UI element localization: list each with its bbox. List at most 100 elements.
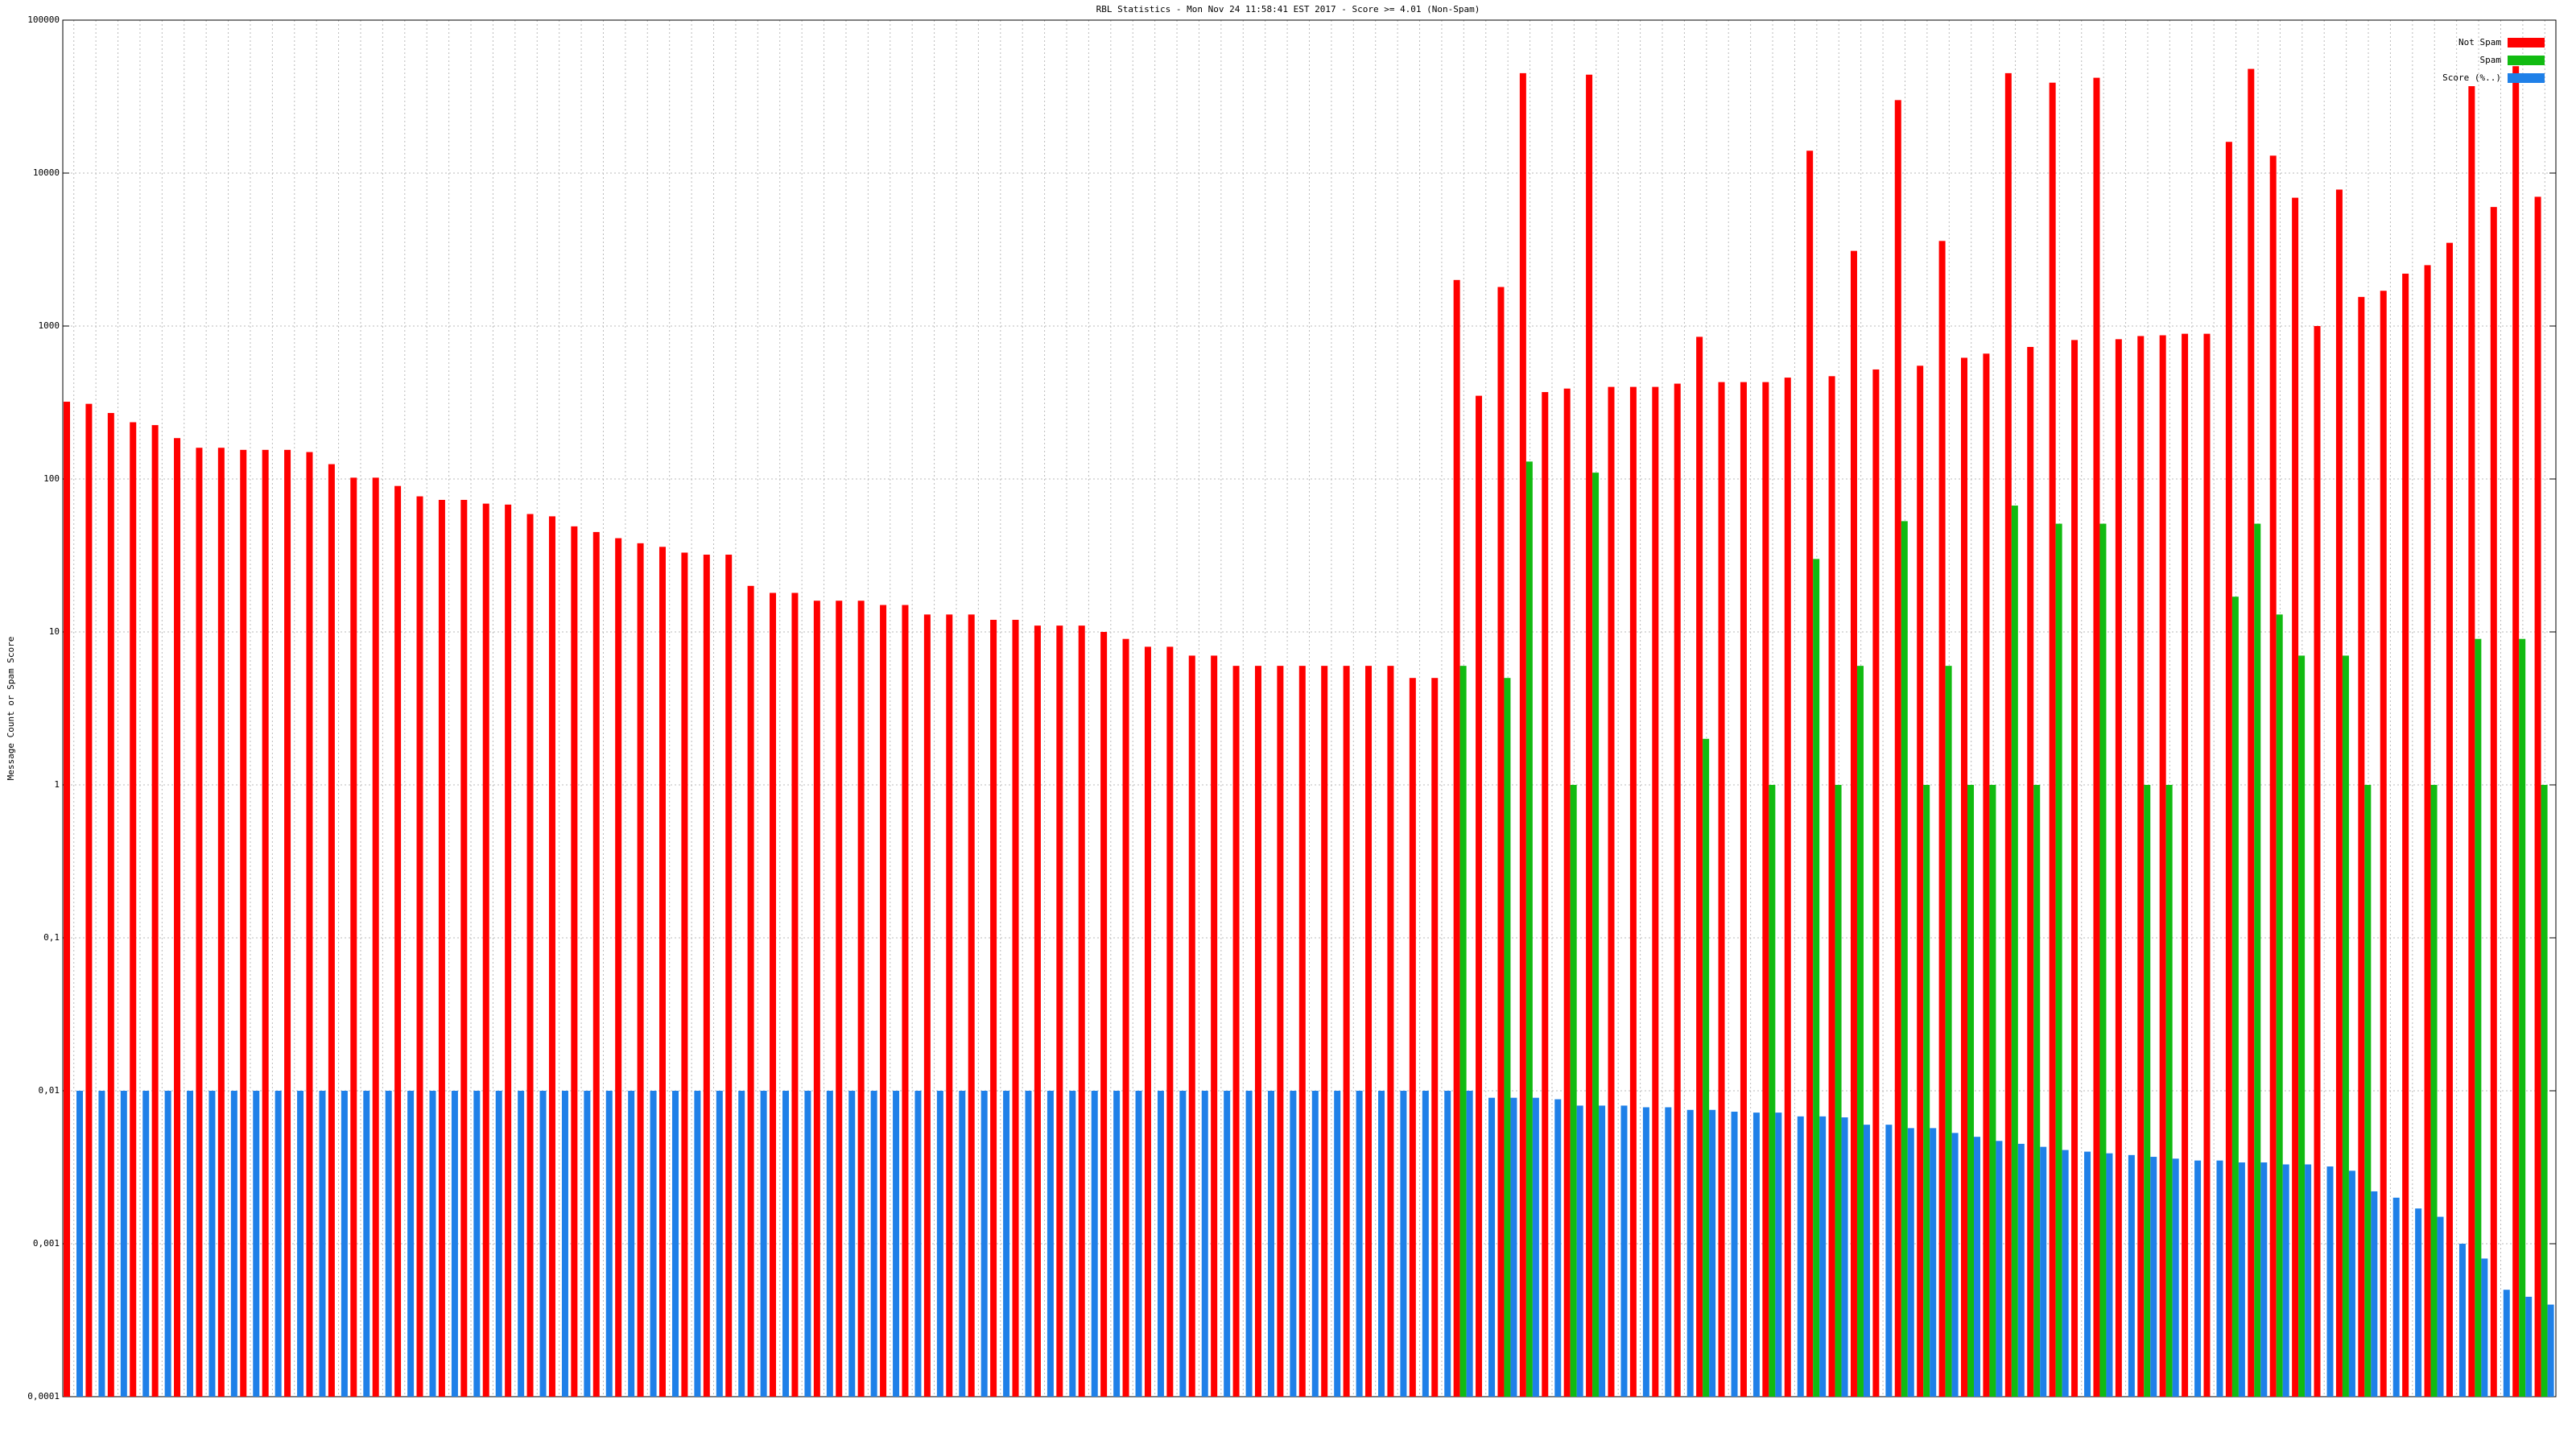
bar	[341, 1091, 348, 1397]
bar	[584, 1091, 591, 1397]
bar	[1078, 625, 1085, 1397]
bar	[1510, 1097, 1517, 1397]
bar	[1841, 1117, 1848, 1397]
bar	[1709, 1109, 1716, 1397]
legend-swatch	[2508, 38, 2545, 47]
bar	[2027, 346, 2034, 1397]
bar	[1525, 461, 1533, 1397]
bar	[1674, 383, 1681, 1397]
bar	[1951, 1133, 1959, 1397]
bar	[1542, 392, 1549, 1397]
bar	[902, 605, 909, 1397]
bar	[2084, 1151, 2091, 1397]
bar	[394, 485, 402, 1397]
bar	[1497, 287, 1505, 1397]
legend-label: Score (%..)	[2442, 72, 2501, 83]
bar	[2225, 142, 2232, 1397]
bar	[460, 499, 468, 1397]
bar	[64, 402, 70, 1397]
bar	[2314, 326, 2321, 1397]
bar	[923, 614, 931, 1397]
bar	[804, 1091, 811, 1397]
bar	[1819, 1116, 1827, 1397]
bar	[1232, 666, 1240, 1397]
bar	[495, 1091, 502, 1397]
bar	[2115, 339, 2122, 1397]
bar	[2017, 1143, 2025, 1397]
bar	[1003, 1091, 1010, 1397]
bar	[2128, 1154, 2135, 1397]
bar	[2248, 68, 2255, 1397]
bar	[592, 531, 600, 1397]
bar	[1245, 1091, 1253, 1397]
bar	[1769, 785, 1776, 1397]
bar	[1025, 1091, 1032, 1397]
bar	[98, 1091, 105, 1397]
bar	[1267, 1091, 1274, 1397]
bar	[1504, 678, 1511, 1397]
bar	[1938, 241, 1946, 1397]
bar	[1996, 1141, 2003, 1397]
bar	[2424, 265, 2431, 1397]
bar	[2165, 785, 2173, 1397]
bar	[2276, 614, 2283, 1397]
bar	[725, 555, 733, 1397]
bar	[196, 448, 203, 1397]
bar	[658, 547, 666, 1397]
bar	[1034, 625, 1041, 1397]
bar	[2437, 1216, 2444, 1397]
bar	[438, 499, 445, 1397]
bar	[1576, 1105, 1583, 1397]
bar	[217, 448, 225, 1397]
bar	[1563, 388, 1571, 1397]
bar	[1989, 785, 1996, 1397]
bar	[694, 1091, 701, 1397]
bar	[407, 1091, 415, 1397]
bar	[107, 413, 114, 1397]
bar	[482, 503, 489, 1397]
bar	[571, 526, 578, 1397]
bar	[2415, 1208, 2422, 1397]
bar	[1519, 72, 1526, 1397]
bar	[1365, 666, 1373, 1397]
bar	[880, 605, 887, 1397]
bar	[363, 1091, 370, 1397]
bar	[2040, 1146, 2047, 1397]
bar	[1056, 625, 1063, 1397]
bar	[1201, 1091, 1208, 1397]
bar	[1378, 1091, 1385, 1397]
bar	[2503, 1290, 2510, 1397]
y-tick-label: 1000	[39, 320, 60, 331]
bar	[1211, 655, 1218, 1397]
bar	[120, 1091, 127, 1397]
legend-swatch	[2508, 73, 2545, 83]
bar	[1945, 666, 1952, 1397]
bar	[2099, 523, 2107, 1397]
bar	[770, 592, 777, 1397]
bar	[1967, 785, 1975, 1397]
bar	[1901, 521, 1908, 1397]
bar	[473, 1091, 481, 1397]
bar	[1157, 1091, 1164, 1397]
bar	[2137, 336, 2145, 1397]
bar	[451, 1091, 458, 1397]
bar	[1277, 666, 1284, 1397]
bar	[208, 1091, 216, 1397]
bar	[826, 1091, 833, 1397]
bar	[2430, 785, 2438, 1397]
bar	[2512, 66, 2520, 1397]
bar	[1686, 1109, 1694, 1397]
bar	[505, 504, 512, 1397]
bar	[1856, 666, 1864, 1397]
bar	[1850, 250, 1857, 1397]
bar	[164, 1091, 171, 1397]
y-tick-label: 0,1	[43, 932, 60, 943]
bar	[1290, 1091, 1297, 1397]
bar	[836, 601, 843, 1397]
bar	[1592, 473, 1600, 1397]
bar	[848, 1091, 856, 1397]
y-tick-label: 0,01	[39, 1085, 60, 1096]
bar	[1254, 666, 1261, 1397]
bar	[297, 1091, 304, 1397]
bar	[946, 614, 953, 1397]
